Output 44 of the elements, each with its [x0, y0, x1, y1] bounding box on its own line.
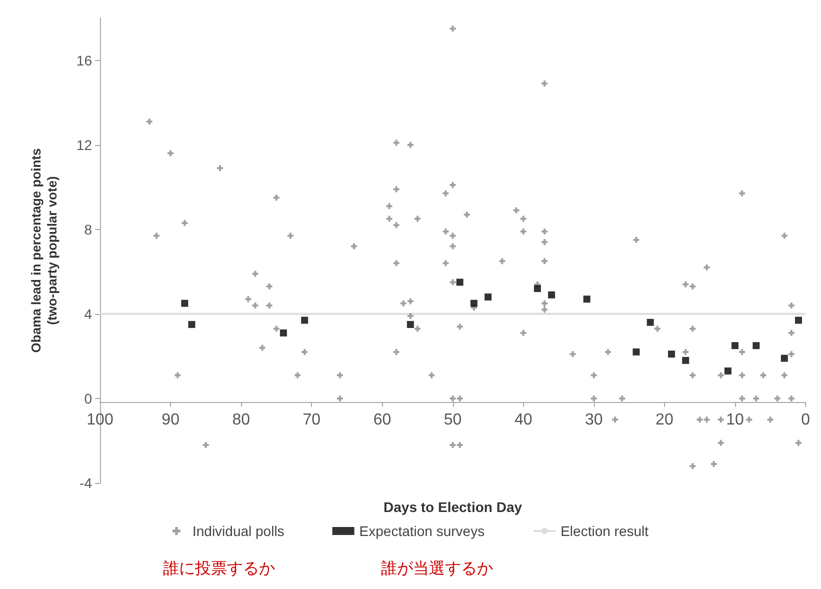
x-tick-label: 10 — [726, 411, 744, 428]
point — [731, 342, 738, 350]
x-tick-label: 40 — [514, 411, 532, 428]
point — [406, 320, 414, 328]
x-tick-label: 90 — [162, 411, 180, 428]
point — [668, 350, 675, 358]
point — [470, 300, 478, 307]
y-tick-label: 12 — [76, 136, 92, 153]
point — [280, 329, 287, 336]
text: 誰が当選するか — [381, 560, 493, 578]
y-axis-title: Obama lead in percentage points (two-party popular vote) — [28, 148, 60, 353]
legend-label: Individual polls — [192, 523, 284, 539]
x-tick-label: 70 — [302, 411, 321, 428]
y-tick-label: 8 — [84, 221, 92, 238]
y-tick-label: 4 — [84, 306, 92, 322]
point — [646, 318, 654, 326]
point — [632, 348, 640, 356]
legend-label: Election result — [560, 523, 649, 539]
point — [456, 278, 464, 286]
point — [752, 342, 760, 350]
x-tick-label: 60 — [373, 411, 392, 428]
point — [780, 354, 788, 362]
x-tick-label: 30 — [584, 411, 603, 428]
point — [682, 356, 690, 364]
point — [188, 320, 196, 328]
point — [534, 285, 541, 292]
point — [548, 291, 556, 298]
x-tick-label: 80 — [232, 411, 250, 428]
y-tick-label: 16 — [76, 52, 92, 68]
x-axis-title: Days to Election Day — [384, 498, 522, 515]
legend-label: Expectation surveys — [359, 523, 485, 539]
point — [724, 367, 732, 374]
x-tick-label: 20 — [656, 411, 674, 428]
point — [583, 296, 590, 303]
point — [301, 316, 308, 324]
x-tick-label: 0 — [801, 411, 810, 428]
y-tick-label: -4 — [80, 475, 92, 491]
x-tick-label: 50 — [444, 411, 462, 428]
x-tick-label: 100 — [86, 411, 114, 428]
point — [794, 316, 802, 324]
point — [484, 294, 492, 300]
point — [181, 300, 188, 307]
text: 誰に投票するか — [163, 560, 275, 578]
y-tick-label: 0 — [84, 390, 92, 406]
